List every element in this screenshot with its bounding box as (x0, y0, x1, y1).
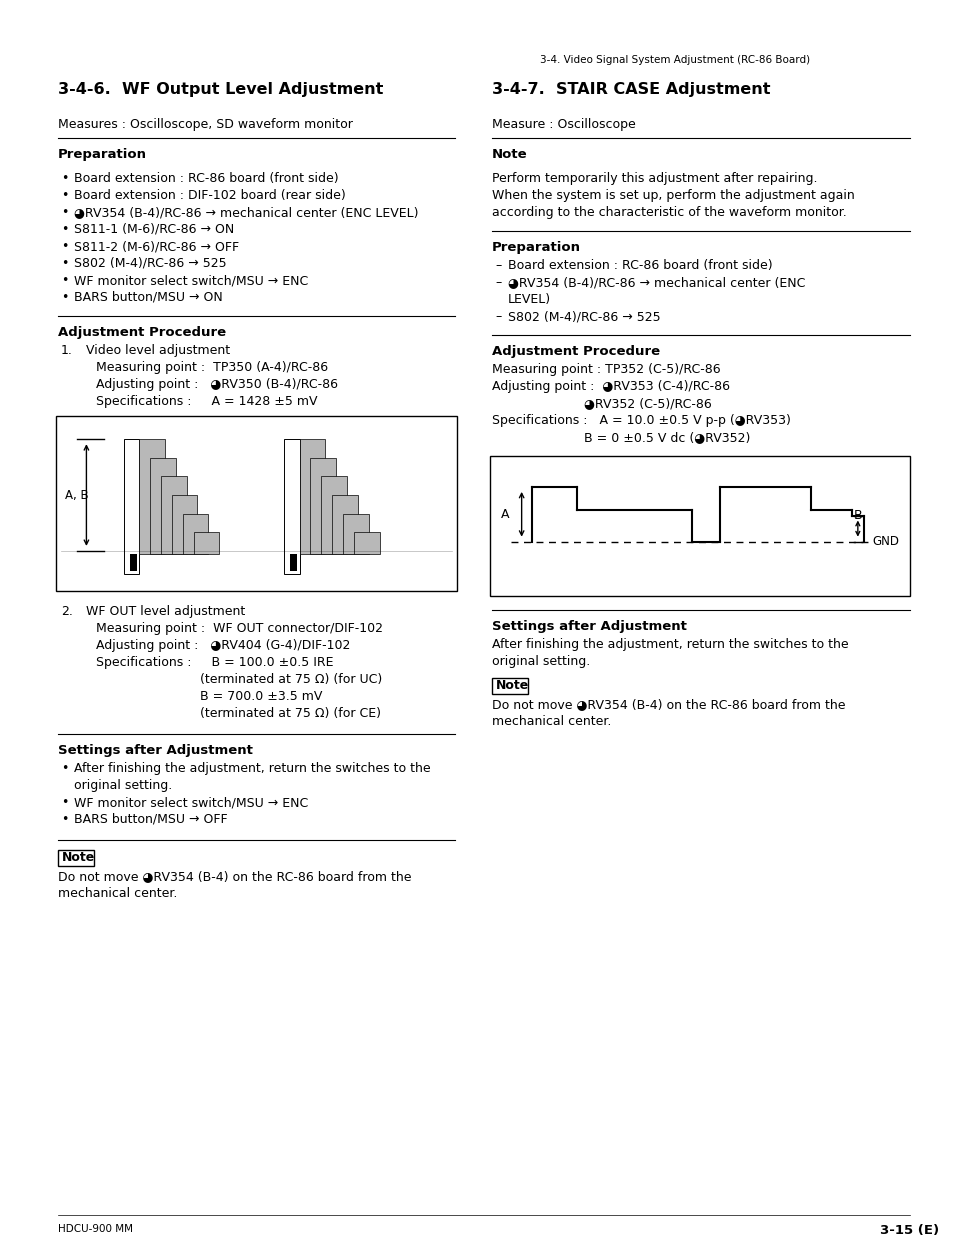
Bar (161, 476, 187, 554)
Text: When the system is set up, perform the adjustment again: When the system is set up, perform the a… (492, 189, 854, 202)
Text: Measure : Oscilloscope: Measure : Oscilloscope (492, 118, 635, 131)
Bar (299, 439, 325, 554)
Text: •: • (61, 763, 69, 775)
Text: •: • (61, 258, 69, 270)
Text: BARS button/MSU → OFF: BARS button/MSU → OFF (74, 814, 228, 826)
Text: •: • (61, 291, 69, 304)
Text: Settings after Adjustment: Settings after Adjustment (492, 620, 686, 633)
Text: according to the characteristic of the waveform monitor.: according to the characteristic of the w… (492, 207, 846, 219)
Text: ◕RV354 (B-4)/RC-86 → mechanical center (ENC LEVEL): ◕RV354 (B-4)/RC-86 → mechanical center (… (74, 207, 418, 219)
Text: •: • (61, 223, 69, 236)
Text: S802 (M-4)/RC-86 → 525: S802 (M-4)/RC-86 → 525 (74, 258, 227, 270)
Text: (terminated at 75 Ω) (for UC): (terminated at 75 Ω) (for UC) (96, 673, 382, 685)
Text: WF monitor select switch/MSU → ENC: WF monitor select switch/MSU → ENC (74, 796, 308, 809)
Text: •: • (61, 207, 69, 219)
Text: •: • (61, 172, 69, 185)
Bar (183, 514, 208, 554)
Text: Note: Note (496, 679, 529, 692)
Text: Board extension : DIF-102 board (rear side): Board extension : DIF-102 board (rear si… (74, 189, 345, 202)
Bar (130, 554, 136, 571)
Text: –: – (495, 259, 500, 272)
Text: Note: Note (492, 148, 527, 160)
Text: Adjustment Procedure: Adjustment Procedure (492, 345, 659, 358)
Bar (58, 850, 94, 866)
Text: S802 (M-4)/RC-86 → 525: S802 (M-4)/RC-86 → 525 (507, 310, 659, 323)
Text: 3-4-7.  STAIR CASE Adjustment: 3-4-7. STAIR CASE Adjustment (492, 82, 770, 97)
Text: B = 0 ±0.5 V dc (◕RV352): B = 0 ±0.5 V dc (◕RV352) (492, 430, 750, 444)
Text: GND: GND (871, 535, 899, 549)
Text: Adjusting point :   ◕RV404 (G-4)/DIF-102: Adjusting point : ◕RV404 (G-4)/DIF-102 (96, 639, 350, 652)
Text: •: • (61, 274, 69, 287)
Text: Measures : Oscilloscope, SD waveform monitor: Measures : Oscilloscope, SD waveform mon… (58, 118, 353, 131)
Text: LEVEL): LEVEL) (507, 294, 551, 306)
Text: HDCU-900 MM: HDCU-900 MM (58, 1224, 132, 1234)
Text: S811-1 (M-6)/RC-86 → ON: S811-1 (M-6)/RC-86 → ON (74, 223, 234, 236)
Text: •: • (61, 814, 69, 826)
Text: •: • (61, 796, 69, 809)
Text: (terminated at 75 Ω) (for CE): (terminated at 75 Ω) (for CE) (96, 707, 380, 720)
Text: Specifications :   A = 10.0 ±0.5 V p-p (◕RV353): Specifications : A = 10.0 ±0.5 V p-p (◕R… (492, 414, 790, 427)
Text: Preparation: Preparation (492, 241, 580, 254)
Text: mechanical center.: mechanical center. (492, 715, 611, 728)
Text: B: B (853, 509, 862, 521)
Text: After finishing the adjustment, return the switches to the: After finishing the adjustment, return t… (74, 763, 430, 775)
Text: –: – (495, 276, 500, 289)
Bar (139, 439, 165, 554)
Text: Adjusting point :  ◕RV353 (C-4)/RC-86: Adjusting point : ◕RV353 (C-4)/RC-86 (492, 379, 729, 393)
Text: ◕RV352 (C-5)/RC-86: ◕RV352 (C-5)/RC-86 (492, 397, 711, 411)
Bar (172, 495, 197, 554)
Text: 1.: 1. (61, 345, 72, 357)
Text: Measuring point :  WF OUT connector/DIF-102: Measuring point : WF OUT connector/DIF-1… (96, 622, 382, 634)
Text: Video level adjustment: Video level adjustment (86, 345, 230, 357)
Bar (290, 554, 296, 571)
Text: original setting.: original setting. (492, 656, 590, 668)
Text: Specifications :     B = 100.0 ±0.5 IRE: Specifications : B = 100.0 ±0.5 IRE (96, 656, 334, 669)
Text: A: A (500, 508, 509, 521)
Text: mechanical center.: mechanical center. (58, 887, 177, 899)
Bar (124, 439, 139, 575)
Text: 3-15 (E): 3-15 (E) (879, 1224, 938, 1237)
Text: Settings after Adjustment: Settings after Adjustment (58, 744, 253, 758)
Bar (354, 532, 379, 554)
Text: 2.: 2. (61, 605, 72, 618)
Text: ◕RV354 (B-4)/RC-86 → mechanical center (ENC: ◕RV354 (B-4)/RC-86 → mechanical center (… (507, 276, 804, 289)
Text: Measuring point : TP352 (C-5)/RC-86: Measuring point : TP352 (C-5)/RC-86 (492, 363, 720, 376)
Text: Board extension : RC-86 board (front side): Board extension : RC-86 board (front sid… (74, 172, 338, 185)
Text: 3-4. Video Signal System Adjustment (RC-86 Board): 3-4. Video Signal System Adjustment (RC-… (539, 55, 809, 65)
Bar (284, 439, 299, 575)
Text: Perform temporarily this adjustment after repairing.: Perform temporarily this adjustment afte… (492, 172, 817, 185)
Text: Do not move ◕RV354 (B-4) on the RC-86 board from the: Do not move ◕RV354 (B-4) on the RC-86 bo… (58, 870, 411, 883)
Text: Board extension : RC-86 board (front side): Board extension : RC-86 board (front sid… (507, 259, 772, 272)
Text: WF OUT level adjustment: WF OUT level adjustment (86, 605, 245, 618)
Text: Preparation: Preparation (58, 148, 147, 160)
Text: Adjustment Procedure: Adjustment Procedure (58, 326, 226, 340)
Bar (492, 678, 527, 694)
Text: 3-4-6.  WF Output Level Adjustment: 3-4-6. WF Output Level Adjustment (58, 82, 383, 97)
Text: •: • (61, 189, 69, 202)
Bar (310, 458, 335, 554)
Text: WF monitor select switch/MSU → ENC: WF monitor select switch/MSU → ENC (74, 274, 308, 287)
Text: BARS button/MSU → ON: BARS button/MSU → ON (74, 291, 222, 304)
Text: Specifications :     A = 1428 ±5 mV: Specifications : A = 1428 ±5 mV (96, 396, 317, 408)
Text: S811-2 (M-6)/RC-86 → OFF: S811-2 (M-6)/RC-86 → OFF (74, 240, 239, 253)
Bar (332, 495, 357, 554)
Text: Note: Note (62, 851, 95, 865)
Bar (193, 532, 219, 554)
Text: After finishing the adjustment, return the switches to the: After finishing the adjustment, return t… (492, 638, 848, 651)
Bar (56, 415, 456, 591)
Text: Measuring point :  TP350 (A-4)/RC-86: Measuring point : TP350 (A-4)/RC-86 (96, 361, 328, 374)
Text: •: • (61, 240, 69, 253)
Text: B = 700.0 ±3.5 mV: B = 700.0 ±3.5 mV (96, 690, 322, 703)
Bar (343, 514, 368, 554)
Text: A, B: A, B (65, 489, 89, 501)
Bar (321, 476, 347, 554)
Text: original setting.: original setting. (74, 779, 172, 792)
Text: Do not move ◕RV354 (B-4) on the RC-86 board from the: Do not move ◕RV354 (B-4) on the RC-86 bo… (492, 698, 844, 712)
Bar (490, 457, 909, 596)
Text: Adjusting point :   ◕RV350 (B-4)/RC-86: Adjusting point : ◕RV350 (B-4)/RC-86 (96, 378, 337, 391)
Bar (150, 458, 175, 554)
Text: –: – (495, 310, 500, 323)
